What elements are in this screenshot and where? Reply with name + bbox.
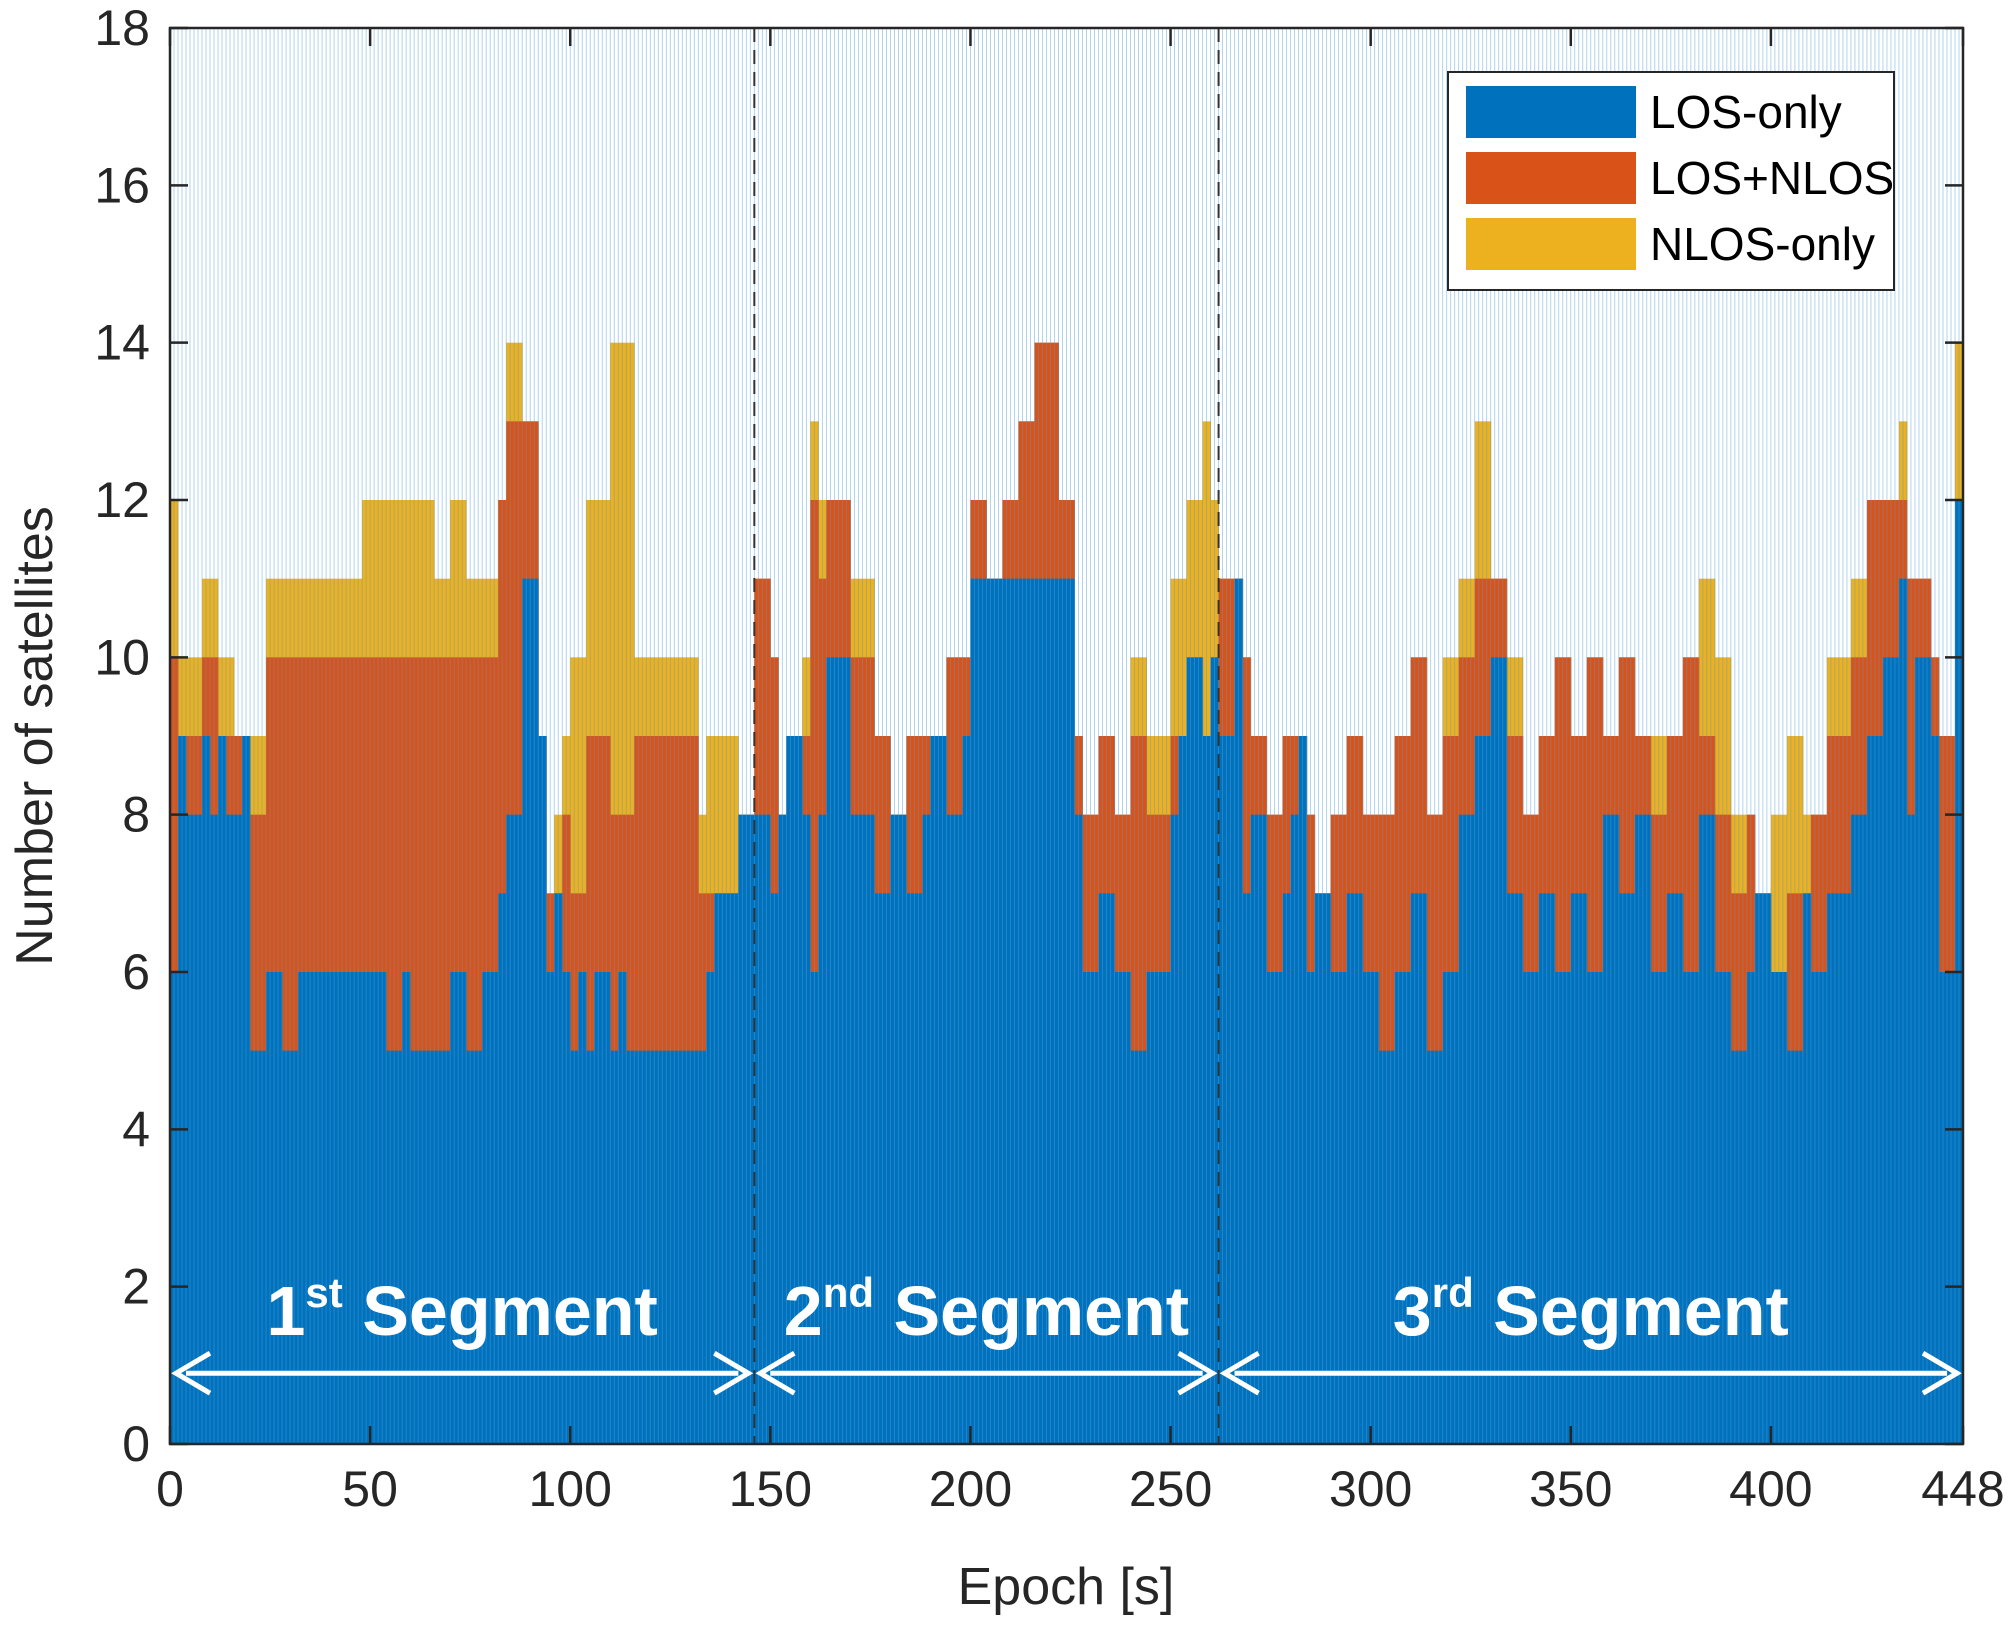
y-tick-label: 2 xyxy=(122,1259,150,1315)
legend-label: LOS+NLOS xyxy=(1650,152,1894,204)
x-tick-label: 0 xyxy=(156,1461,184,1517)
x-tick-label: 300 xyxy=(1329,1461,1412,1517)
y-tick-label: 0 xyxy=(122,1416,150,1472)
y-tick-label: 8 xyxy=(122,787,150,843)
y-tick-label: 14 xyxy=(94,315,150,371)
x-tick-label: 400 xyxy=(1729,1461,1812,1517)
y-tick-label: 6 xyxy=(122,944,150,1000)
arrow-head-left xyxy=(171,1351,212,1396)
x-tick-label: 100 xyxy=(529,1461,612,1517)
y-axis-title: Number of satellites xyxy=(6,506,64,966)
legend-swatch xyxy=(1466,218,1636,270)
legend-swatch xyxy=(1466,152,1636,204)
arrow-head-left xyxy=(755,1351,796,1396)
arrow-head-left xyxy=(1219,1351,1260,1396)
y-tick-label: 16 xyxy=(94,157,150,213)
segment-annotations: 1st Segment 2nd Segment 3rd Segment xyxy=(171,1269,1962,1396)
x-tick-label: 250 xyxy=(1129,1461,1212,1517)
x-tick-label: 350 xyxy=(1529,1461,1612,1517)
arrow-head-right xyxy=(713,1351,754,1396)
x-axis-title: Epoch [s] xyxy=(958,1558,1175,1616)
x-tick-label: 448 xyxy=(1921,1461,2004,1517)
legend-label: NLOS-only xyxy=(1650,218,1875,270)
y-tick-label: 10 xyxy=(94,629,150,685)
segment-label-2: 2nd Segment xyxy=(784,1269,1189,1350)
y-tick-label: 12 xyxy=(94,472,150,528)
segment-label-1: 1st Segment xyxy=(266,1269,657,1350)
x-tick-label: 150 xyxy=(729,1461,812,1517)
x-tick-label: 50 xyxy=(342,1461,398,1517)
legend-swatch xyxy=(1466,86,1636,138)
y-tick-label: 4 xyxy=(122,1101,150,1157)
y-tick-label: 18 xyxy=(94,0,150,56)
x-tick-label: 200 xyxy=(929,1461,1012,1517)
axes-box xyxy=(168,26,1965,1446)
legend: LOS-only LOS+NLOS NLOS-only xyxy=(1447,71,1895,291)
legend-label: LOS-only xyxy=(1650,86,1842,138)
arrow-head-right xyxy=(1177,1351,1218,1396)
segment-dividers xyxy=(753,28,1220,1444)
arrow-head-right xyxy=(1921,1351,1962,1396)
bar-edges-layer xyxy=(170,28,1963,1444)
axes: 0 2 4 6 8 10 12 14 16 18 0 50 100 150 200 250 300 350 400 4… xyxy=(94,0,2004,1517)
segment-label-3: 3rd Segment xyxy=(1393,1269,1789,1350)
